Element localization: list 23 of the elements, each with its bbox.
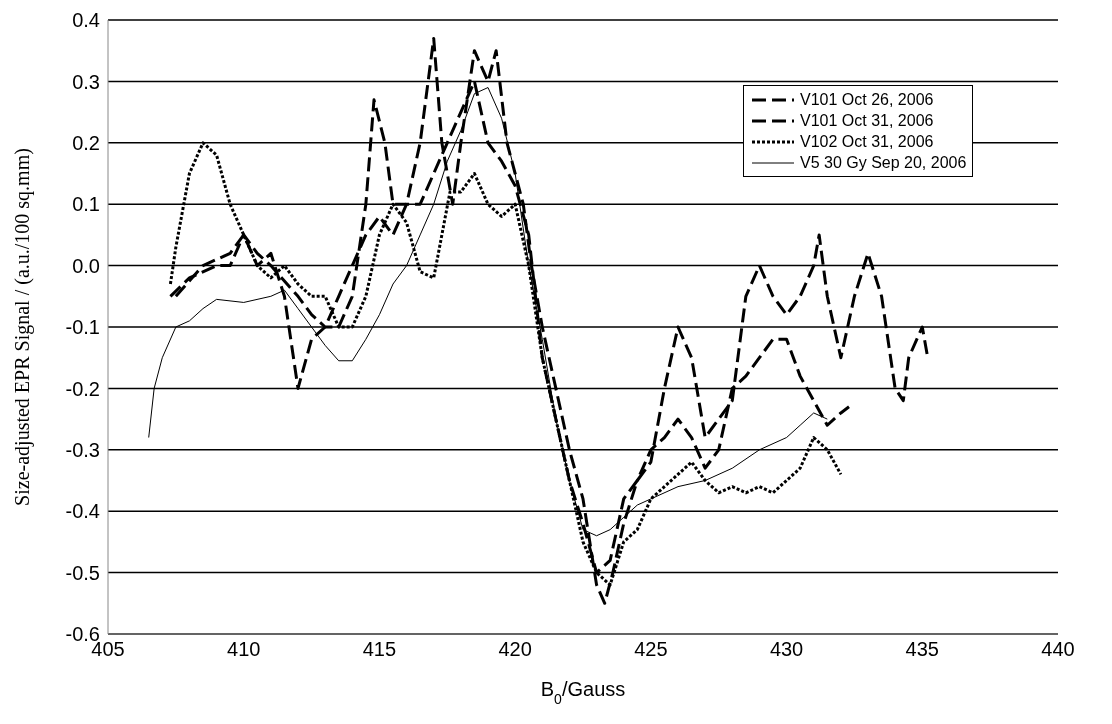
- legend-label: V5 30 Gy Sep 20, 2006: [800, 153, 967, 173]
- y-tick-label: -0.4: [65, 500, 100, 523]
- y-tick-label: -0.2: [65, 377, 100, 400]
- y-axis-title: Size-adjusted EPR Signal / (a.u./100 sq.mm): [11, 148, 35, 506]
- x-tick-label: 420: [498, 638, 532, 661]
- y-tick-label: 0.3: [72, 70, 100, 93]
- y-tick-label: -0.5: [65, 561, 100, 584]
- x-tick-label: 410: [227, 638, 261, 661]
- x-tick-label: 415: [362, 638, 397, 661]
- y-tick-label: 0.2: [72, 131, 100, 154]
- x-tick-label: 425: [634, 638, 668, 661]
- x-tick-label: 430: [769, 638, 804, 661]
- x-axis-title: B$_{0}$/Gauss: [540, 678, 626, 707]
- y-tick-label: 0.0: [72, 254, 100, 277]
- y-tick-label: -0.1: [65, 316, 100, 339]
- y-tick-label: -0.3: [65, 438, 100, 461]
- legend-label: V101 Oct 31, 2006: [800, 111, 934, 131]
- x-tick-label: 440: [1041, 638, 1075, 661]
- legend-label: V101 Oct 26, 2006: [800, 90, 934, 110]
- x-tick-label: 435: [905, 638, 939, 661]
- y-tick-label: 0.4: [72, 9, 100, 32]
- legend-label: V102 Oct 31, 2006: [800, 132, 934, 152]
- y-tick-label: 0.1: [72, 193, 100, 216]
